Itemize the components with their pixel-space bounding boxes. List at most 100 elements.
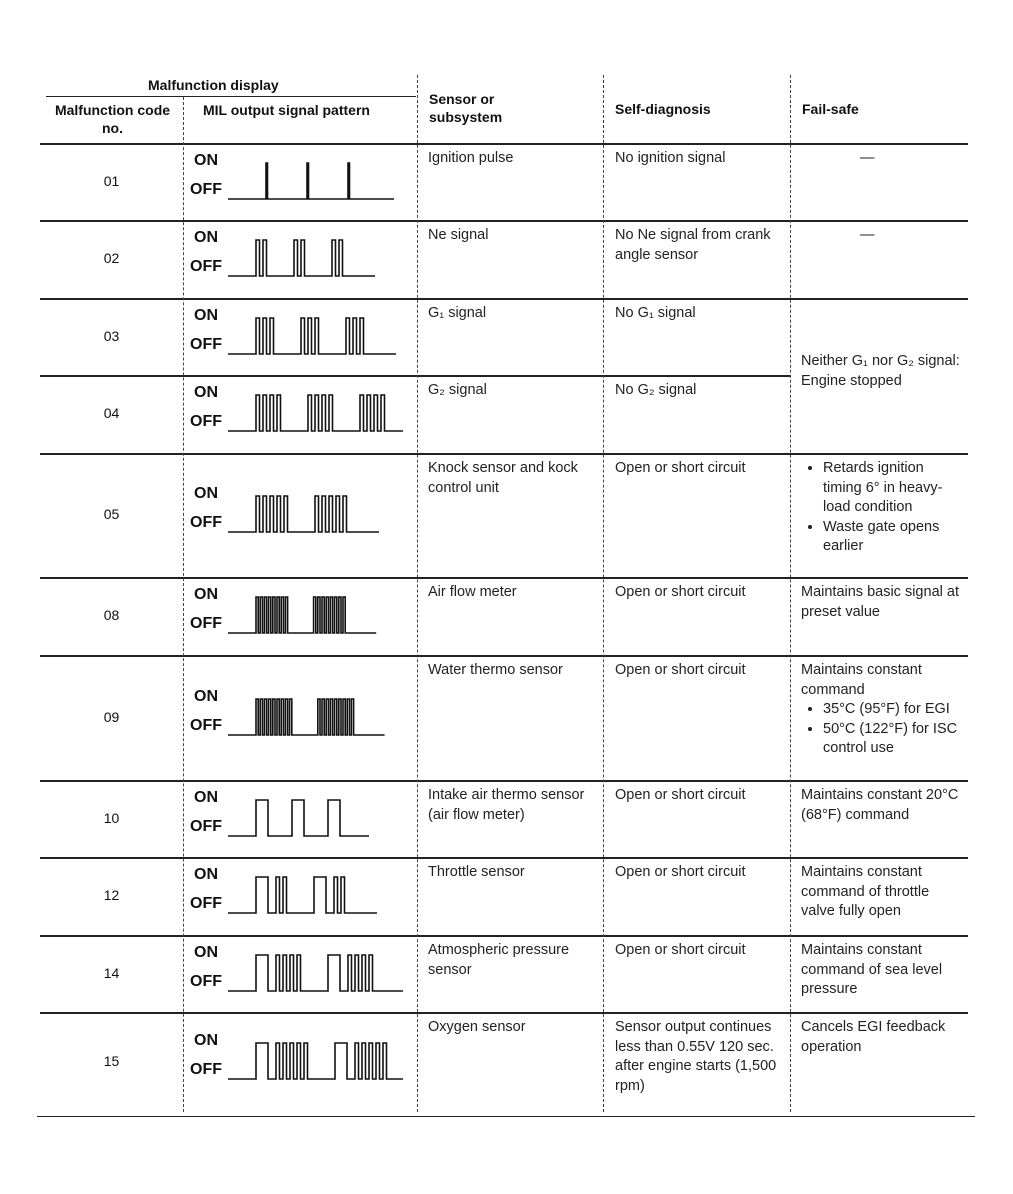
on-label: ON [194,151,218,169]
waveform-path [228,394,403,432]
fail-safe-cell: Maintains basic signal at preset value [801,583,961,622]
fail-safe-bullet: 50°C (122°F) for ISC control use [823,720,961,759]
column-divider [603,75,604,1112]
fail-safe-cell: Cancels EGI feedback operation [801,1018,961,1057]
row-divider [40,375,790,377]
on-label: ON [194,485,218,502]
self-diagnosis: Open or short circuit [615,662,746,678]
fail-safe-cell: Maintains constant command of sea level … [801,941,961,1000]
sensor-name: Throttle sensor [428,864,525,880]
waveform-path [228,1042,403,1080]
header-fail-safe: Fail-safe [802,101,859,117]
off-label: OFF [190,615,222,632]
self-diagnosis: Open or short circuit [615,787,746,803]
sensor-name: Knock sensor and kock control unit [428,460,578,496]
fail-safe: Maintains constant command [801,662,922,698]
waveform-path [228,316,396,355]
row-divider [40,655,968,657]
sensor-name: Atmospheric pressure sensor [428,942,570,978]
code-number: 08 [103,607,120,623]
row-divider [40,857,968,859]
mil-signal-waveform [228,697,385,736]
off-label: OFF [190,258,222,275]
code-number: 12 [103,887,120,903]
waveform-path [228,876,377,914]
off-label: OFF [190,817,222,835]
header-pattern: MIL output signal pattern [203,102,370,118]
mil-signal-waveform [228,394,403,432]
waveform-path [228,697,385,736]
on-label: ON [194,866,218,883]
mil-signal-waveform [228,596,377,634]
row-divider [40,453,968,455]
fail-safe-cell: Maintains constant command35°C (95°F) fo… [801,661,961,759]
row-divider [40,780,968,782]
fail-safe: Maintains constant command of sea level … [801,942,943,997]
sensor-name: G₁ signal [428,305,487,321]
mil-signal-waveform [228,239,375,277]
mil-signal-waveform [228,316,396,355]
row-divider [40,1012,968,1014]
code-number: 15 [103,1053,120,1069]
on-label: ON [194,229,218,246]
fail-safe: — [860,227,875,243]
mil-signal-waveform [228,161,394,200]
row-divider [40,220,968,222]
on-label: ON [194,687,218,705]
self-diagnosis: Open or short circuit [615,584,746,600]
fail-safe-cell: Retards ignition timing 6° in heavy-load… [801,459,961,557]
self-diagnosis: No Ne signal from crank angle sensor [615,227,771,263]
header-sensor: Sensor or subsystem [429,91,503,125]
off-label: OFF [190,514,222,531]
fail-safe-cell: Maintains constant 20°C (68°F) command [801,786,961,825]
off-label: OFF [190,716,222,734]
header-self-diagnosis: Self-diagnosis [615,101,711,117]
fail-safe-bullet: Waste gate opens earlier [823,518,961,557]
row-divider [40,935,968,937]
on-label: ON [194,586,218,603]
row-divider [40,143,968,145]
off-label: OFF [190,1061,222,1078]
fail-safe-cell: — [860,149,1013,169]
row-divider [40,577,968,579]
self-diagnosis: No G₂ signal [615,382,697,398]
off-label: OFF [190,180,222,198]
fail-safe-03-04: Neither G₁ nor G₂ signal: Engine stopped [801,353,960,389]
header-code: Malfunction code no. [54,102,171,136]
fail-safe: Maintains basic signal at preset value [801,584,959,620]
header-malfunction-display: Malfunction display [148,77,279,93]
sensor-name: Oxygen sensor [428,1019,526,1035]
fail-safe-bullets: 35°C (95°F) for EGI50°C (122°F) for ISC … [801,700,961,759]
fail-safe: — [860,150,875,166]
fail-safe-cell: Maintains constant command of throttle v… [801,863,961,922]
fail-safe-bullet: 35°C (95°F) for EGI [823,700,961,720]
waveform-path [228,798,369,837]
fail-safe: Maintains constant command of throttle v… [801,864,930,919]
off-label: OFF [190,413,222,430]
code-number: 03 [103,327,120,344]
mil-signal-waveform [228,876,377,914]
fail-safe: Maintains constant 20°C (68°F) command [801,787,959,823]
waveform-path [228,596,377,634]
fail-safe: Cancels EGI feedback operation [801,1019,946,1055]
row-divider [40,298,968,300]
self-diagnosis: Sensor output continues less than 0.55V … [615,1019,777,1094]
on-label: ON [194,306,218,324]
off-label: OFF [190,335,222,353]
sensor-name: Intake air thermo sensor (air flow meter… [428,787,585,823]
mil-signal-waveform [228,798,369,837]
fail-safe-cell: — [860,226,1013,246]
table-bottom-rule [37,1116,975,1117]
on-label: ON [194,788,218,806]
mil-signal-waveform [228,953,403,992]
waveform-path [228,495,379,533]
header-divider [46,96,416,97]
column-divider [417,75,418,1112]
waveform-path [228,953,403,992]
sensor-name: Ignition pulse [428,150,514,166]
column-divider [790,75,791,1112]
self-diagnosis: Open or short circuit [615,942,746,958]
self-diagnosis: No ignition signal [615,150,726,166]
sensor-name: Ne signal [428,227,489,243]
fail-safe-bullet: Retards ignition timing 6° in heavy-load… [823,459,961,518]
